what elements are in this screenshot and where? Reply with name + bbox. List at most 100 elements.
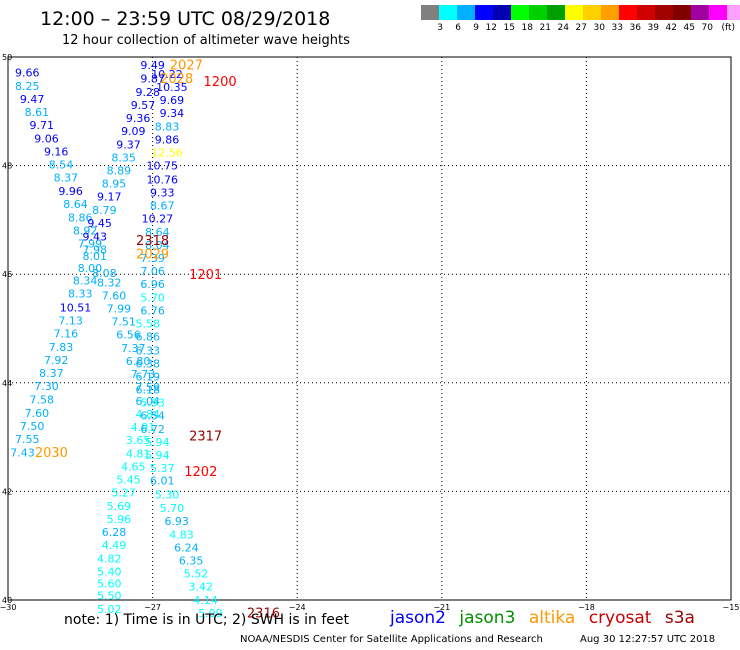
wave-height-value: 6.56 [116, 329, 141, 342]
page-title: 12:00 – 23:59 UTC 08/29/2018 [40, 8, 331, 30]
y-tick-label: 42 [2, 487, 12, 496]
color-scale-label: 42 [665, 23, 677, 33]
wave-height-value: 8.01 [83, 250, 108, 263]
wave-height-value: 4.83 [169, 528, 194, 541]
wave-height-value: 9.16 [44, 146, 69, 159]
wave-height-value: 6.01 [150, 475, 175, 488]
color-swatch [547, 5, 565, 20]
wave-height-value: 7.99 [78, 237, 103, 250]
color-swatch [619, 5, 637, 20]
wave-height-value: 6.35 [179, 554, 204, 567]
wave-height-value: 8.79 [92, 204, 117, 217]
x-tick-label: −24 [289, 603, 306, 612]
x-tick-label: −18 [578, 603, 595, 612]
color-swatch [439, 5, 457, 20]
wave-height-value: 7.51 [111, 316, 136, 329]
wave-height-value: 5.52 [184, 567, 209, 580]
wave-height-value: 8.33 [68, 287, 93, 300]
color-swatch [421, 5, 439, 20]
wave-height-value: 9.86 [155, 134, 180, 147]
wave-height-value: 12.56 [151, 147, 183, 160]
wave-height-value: 9.43 [83, 230, 108, 243]
wave-height-value: 9.37 [116, 139, 141, 152]
color-swatch [637, 5, 655, 20]
wave-height-value: 7.16 [54, 327, 79, 340]
color-scale-label: 27 [575, 23, 587, 33]
wave-height-value: 5.27 [111, 487, 136, 500]
color-swatch [727, 5, 740, 20]
color-scale-label: 9 [473, 23, 479, 33]
y-tick-label: 40 [2, 596, 12, 605]
wave-height-value: 3.42 [189, 581, 214, 594]
wave-height-value: 8.61 [25, 106, 50, 119]
wave-height-value: 8.04 [145, 239, 170, 252]
wave-height-value: 10.22 [151, 68, 183, 81]
satellite-cryosat: cryosat [588, 608, 652, 628]
wave-height-value: 7.99 [107, 302, 132, 315]
wave-height-value: 9.45 [87, 217, 112, 230]
wave-height-value: 8.83 [155, 121, 180, 134]
time-label: 2318 [136, 234, 169, 249]
x-tick-label: −27 [144, 603, 161, 612]
wave-height-value: 5.02 [97, 603, 122, 616]
color-scale-label: 6 [455, 23, 461, 33]
wave-height-value: 9.47 [20, 93, 45, 106]
x-tick-label: −21 [433, 603, 450, 612]
color-swatch [565, 5, 583, 20]
wave-height-value: 4.82 [97, 552, 122, 565]
wave-height-value: 6.96 [140, 278, 165, 291]
wave-height-value: 4.81 [126, 447, 151, 460]
wave-height-value: 8.89 [107, 165, 132, 178]
wave-height-value: 8.64 [145, 226, 170, 239]
generated-timestamp: Aug 30 12:27:57 UTC 2018 [580, 634, 716, 645]
wave-height-value: 8.35 [111, 152, 136, 165]
color-scale-label: 15 [503, 23, 515, 33]
wave-height-value: 5.70 [160, 502, 185, 515]
time-label: 1202 [184, 465, 217, 480]
wave-height-value: 5.60 [97, 577, 122, 590]
wave-height-value: 6.54 [140, 409, 165, 422]
wave-height-value: 5.37 [150, 462, 175, 475]
wave-height-value: 9.49 [140, 59, 165, 72]
wave-height-value: 8.86 [68, 211, 93, 224]
wave-height-value: 7.98 [83, 243, 108, 256]
wave-height-value: 5.50 [97, 590, 122, 603]
wave-height-value: 5.40 [97, 565, 122, 578]
wave-height-value: 6.28 [102, 526, 127, 539]
wave-height-value: 5.94 [145, 436, 170, 449]
wave-height-value: 9.34 [160, 107, 185, 120]
y-tick-label: 46 [2, 270, 12, 279]
time-label: 2029 [136, 248, 169, 263]
time-label: 2317 [189, 430, 222, 445]
wave-height-value: 5.09 [198, 607, 223, 620]
wave-height-value: 7.60 [25, 407, 50, 420]
color-scale-legend [421, 5, 740, 20]
wave-height-value: 6.24 [174, 541, 199, 554]
satellite-s3a: s3a [664, 608, 695, 628]
wave-height-value: 9.17 [97, 191, 122, 204]
wave-height-value: 5.96 [107, 513, 132, 526]
wave-height-value: 7.39 [140, 252, 165, 265]
y-tick-label: 44 [2, 379, 12, 388]
wave-height-value: 8.37 [39, 367, 64, 380]
wave-height-value: 7.50 [20, 420, 45, 433]
satellite-legend: jason2 jason3 altika cryosat s3a [390, 608, 703, 628]
color-swatch [475, 5, 493, 20]
wave-height-value: 6.33 [136, 344, 161, 357]
wave-height-value: 5.94 [145, 449, 170, 462]
wave-height-value: 4.84 [136, 408, 161, 421]
wave-height-value: 8.64 [63, 198, 88, 211]
wave-height-value: 9.28 [136, 86, 161, 99]
color-swatch [655, 5, 673, 20]
time-label: 2030 [35, 446, 68, 461]
wave-height-value: 6.76 [140, 305, 165, 318]
wave-height-value: 8.34 [73, 274, 98, 287]
wave-height-value: 9.66 [15, 66, 40, 79]
wave-height-value: 8.92 [73, 224, 98, 237]
color-scale-label: 33 [611, 23, 623, 33]
page-subtitle: 12 hour collection of altimeter wave hei… [62, 33, 350, 48]
wave-height-value: 7.37 [121, 342, 146, 355]
wave-height-value: 6.38 [136, 357, 161, 370]
wave-height-value: 4.14 [193, 594, 218, 607]
